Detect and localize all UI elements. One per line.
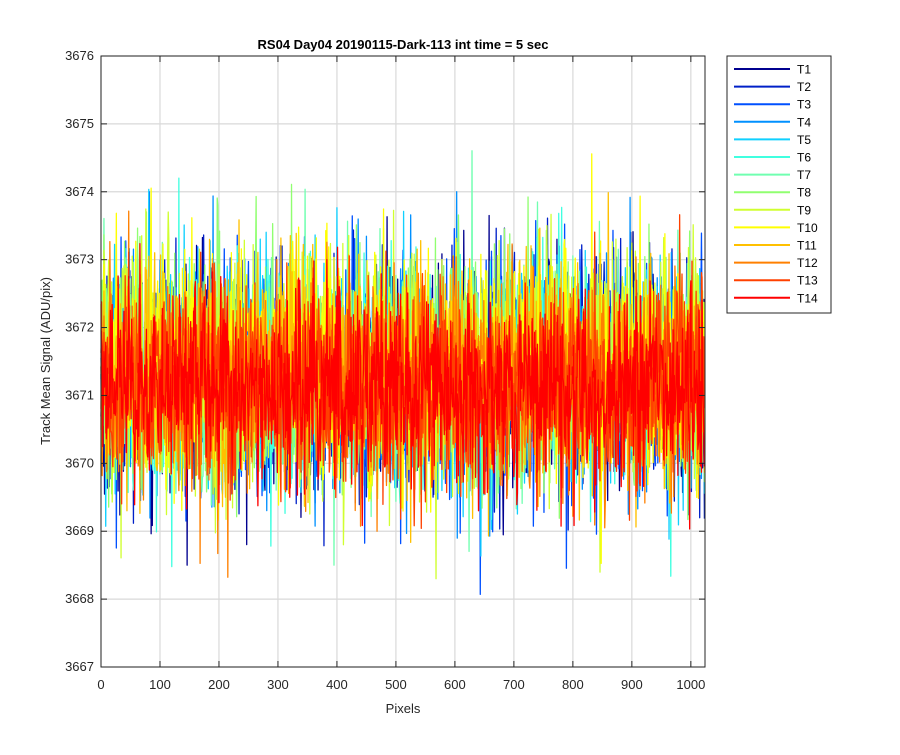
x-tick-label: 1000: [676, 677, 705, 692]
legend-label-t5: T5: [797, 133, 811, 147]
legend-label-t12: T12: [797, 256, 818, 270]
legend-label-t3: T3: [797, 98, 811, 112]
x-tick-label: 700: [503, 677, 525, 692]
series-line-t13: [100, 214, 706, 530]
x-tick-label: 200: [208, 677, 230, 692]
legend-label-t13: T13: [797, 274, 818, 288]
x-tick-label: 600: [444, 677, 466, 692]
x-tick-label: 300: [267, 677, 289, 692]
legend-box: [726, 55, 832, 314]
y-tick-label: 3673: [65, 252, 94, 267]
y-tick-label: 3669: [65, 523, 94, 538]
y-axis-ticks: 3667 3668 3669 3670 3671 3672 3673 3674 3675 3676: [65, 48, 705, 674]
y-tick-label: 3668: [65, 591, 94, 606]
y-tick-label: 3671: [65, 387, 94, 402]
legend-label-t11: T11: [797, 239, 817, 253]
plot-frame: [100, 55, 706, 668]
x-tick-label: 500: [385, 677, 407, 692]
chart-title: RS04 Day04 20190115-Dark-113 int time = …: [258, 37, 549, 52]
x-axis-label: Pixels: [386, 701, 421, 716]
x-axis-ticks: 0 100 200 300 400 500 600 700 800 900 1000: [97, 56, 705, 692]
legend-label-t7: T7: [797, 168, 811, 182]
legend-label-t8: T8: [797, 186, 811, 200]
legend-label-t4: T4: [797, 115, 811, 129]
y-tick-label: 3675: [65, 116, 94, 131]
legend-label-t2: T2: [797, 80, 811, 94]
y-axis-label: Track Mean Signal (ADU/pix): [38, 277, 53, 445]
y-tick-label: 3667: [65, 659, 94, 674]
legend-label-t10: T10: [797, 221, 818, 235]
y-tick-label: 3670: [65, 455, 94, 470]
x-tick-label: 100: [149, 677, 171, 692]
x-tick-label: 900: [621, 677, 643, 692]
series-lines: [100, 150, 706, 595]
legend: T1 T2 T3 T4 T5 T6 T7 T8 T9 T10 T11 T12 T13 T14: [726, 55, 832, 314]
series-line-t14: [100, 243, 706, 530]
legend-label-t6: T6: [797, 151, 811, 165]
y-tick-label: 3672: [65, 320, 94, 335]
x-tick-label: 0: [97, 677, 104, 692]
y-tick-label: 3676: [65, 48, 94, 63]
legend-label-t1: T1: [797, 63, 811, 77]
x-tick-label: 800: [562, 677, 584, 692]
legend-label-t14: T14: [797, 291, 818, 305]
legend-label-t9: T9: [797, 203, 811, 217]
x-tick-label: 400: [326, 677, 348, 692]
y-tick-label: 3674: [65, 184, 94, 199]
